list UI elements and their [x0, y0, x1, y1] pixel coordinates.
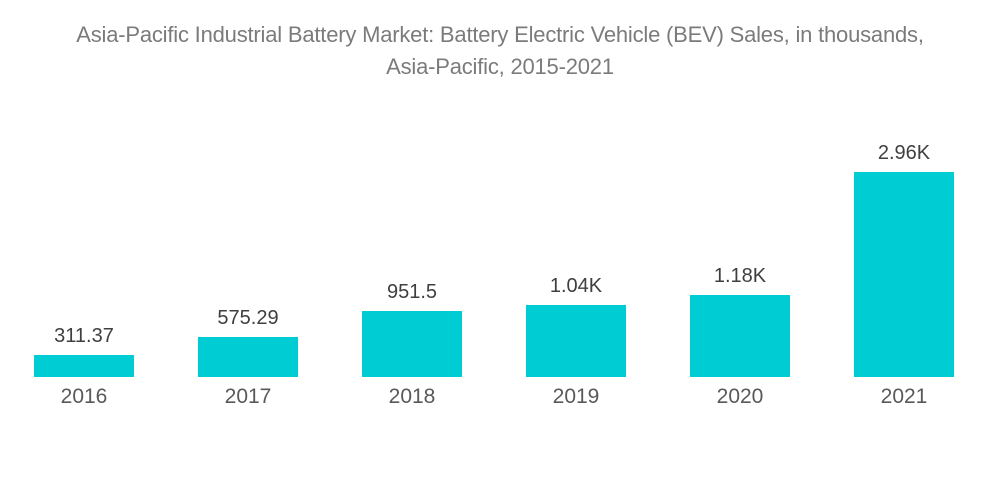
- bar-value-label: 1.18K: [713, 265, 767, 287]
- x-axis-label-2016: 2016: [60, 385, 108, 408]
- bar-column-2020: 1.18K: [658, 265, 822, 377]
- chart-title-line2: Asia-Pacific, 2015-2021: [386, 54, 614, 79]
- bar-2016: [34, 355, 134, 377]
- bar-column-2018: 951.5: [330, 281, 494, 377]
- x-axis-label-2020: 2020: [716, 385, 764, 408]
- bar-2018: [362, 311, 462, 377]
- bar-2019: [526, 305, 626, 377]
- bar-value-label: 2.96K: [877, 142, 931, 164]
- x-axis-label-2018: 2018: [388, 385, 436, 408]
- bar-value-label: 1.04K: [549, 275, 603, 297]
- bar-value-label: 575.29: [217, 307, 279, 329]
- bar-column-2021: 2.96K: [822, 142, 986, 377]
- x-axis-label-2019: 2019: [552, 385, 600, 408]
- bar-column-2017: 575.29: [166, 307, 330, 377]
- bar-chart-plot: 311.37 575.29 951.5 1.04K 1.18K 2.96K: [0, 83, 1000, 377]
- bar-2020: [690, 295, 790, 377]
- bar-column-2019: 1.04K: [494, 275, 658, 377]
- bar-column-2016: 311.37: [2, 325, 166, 377]
- chart-title: Asia-Pacific Industrial Battery Market: …: [0, 0, 1000, 83]
- x-axis-labels: 2016 2017 2018 2019 2020 2021: [0, 385, 1000, 409]
- x-axis-label-2017: 2017: [224, 385, 272, 408]
- bar-value-label: 311.37: [54, 325, 114, 347]
- x-axis-label-2021: 2021: [880, 385, 928, 408]
- chart-title-line1: Asia-Pacific Industrial Battery Market: …: [76, 22, 924, 47]
- bar-value-label: 951.5: [386, 281, 438, 303]
- bar-2021: [854, 172, 954, 377]
- bar-2017: [198, 337, 298, 377]
